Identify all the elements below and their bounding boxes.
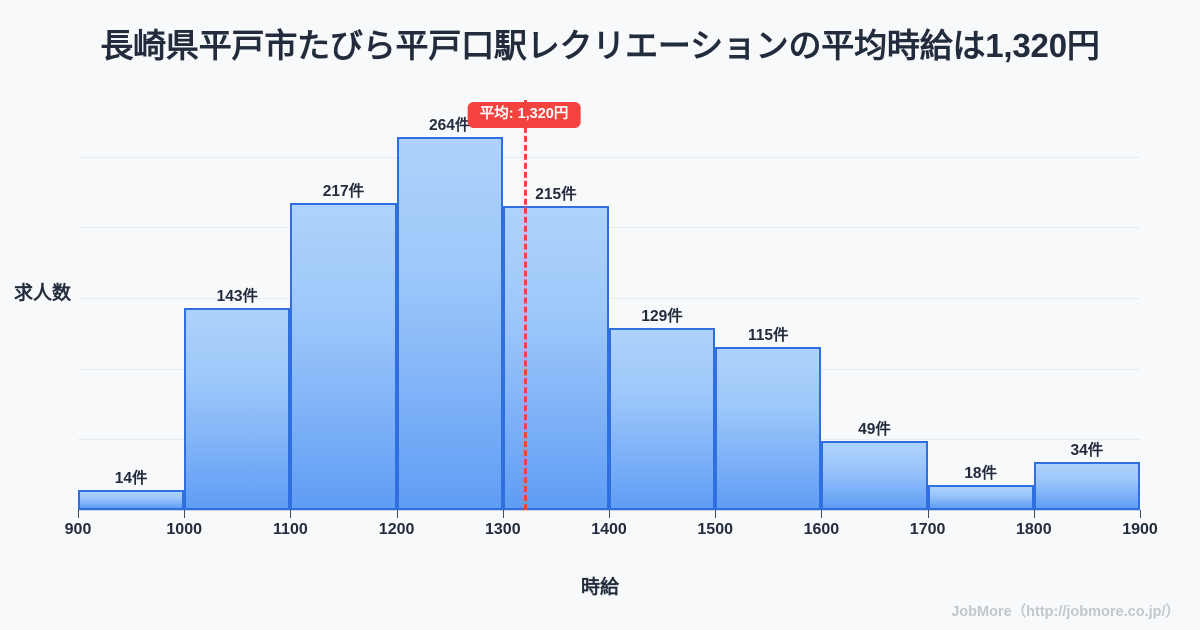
- bar-value-label: 34件: [1070, 441, 1104, 459]
- x-axis-tick-label: 1200: [378, 521, 415, 538]
- x-axis-tick-label: 1400: [591, 521, 627, 538]
- average-line: [524, 100, 528, 510]
- x-axis-tick: [1033, 510, 1035, 518]
- watermark: JobMore（http://jobmore.co.jp/）: [951, 604, 1180, 620]
- bar-value-label: 14件: [114, 470, 148, 488]
- x-axis-tick-label: 1500: [697, 521, 733, 538]
- bar[interactable]: [715, 347, 822, 510]
- bar[interactable]: [821, 440, 928, 510]
- bar[interactable]: [1033, 461, 1140, 510]
- bar-value-label: 215件: [535, 186, 577, 204]
- bar-value-label: 18件: [964, 464, 998, 482]
- gridline: [78, 156, 1140, 158]
- x-axis-tick: [821, 510, 823, 518]
- x-axis-tick: [927, 510, 929, 518]
- plot-area: 14件 143件 217件 264件 215件 129件 115件 49件 18件 34件: [78, 100, 1140, 510]
- bar[interactable]: [609, 327, 716, 510]
- bar[interactable]: [290, 203, 397, 510]
- bar-value-label: 217件: [322, 183, 365, 201]
- bar[interactable]: [396, 136, 503, 510]
- bar-series: 14件 143件 217件 264件 215件 129件 115件 49件 18件 34件: [78, 100, 1140, 510]
- x-axis-tick: [396, 510, 398, 518]
- gridline: [78, 227, 1140, 229]
- gridline: [78, 297, 1140, 299]
- x-axis-title: 時給: [580, 577, 619, 598]
- bar[interactable]: [927, 484, 1034, 510]
- bar[interactable]: [184, 307, 291, 510]
- x-axis-tick-label: 900: [64, 521, 92, 538]
- x-axis-tick: [1140, 510, 1141, 518]
- x-axis-tick-label: 1900: [1122, 521, 1158, 538]
- bar-value-label: 49件: [858, 420, 891, 438]
- x-axis-tick: [502, 510, 504, 518]
- x-axis-tick-label: 1300: [485, 521, 521, 538]
- average-badge: 平均: 1,320円: [467, 102, 581, 128]
- bar[interactable]: [78, 490, 185, 510]
- x-axis-tick-label: 1700: [909, 521, 946, 538]
- bar-value-label: 115件: [748, 327, 789, 345]
- x-axis-tick: [290, 510, 292, 518]
- x-axis-tick-label: 1000: [166, 521, 202, 538]
- x-axis-tick-label: 1800: [1016, 521, 1052, 538]
- bar-value-label: 129件: [641, 307, 683, 325]
- x-axis-tick: [715, 510, 717, 518]
- x-axis-tick-label: 1100: [273, 521, 308, 538]
- bar-value-label: 264件: [429, 116, 471, 134]
- x-axis-tick: [184, 510, 186, 518]
- x-axis-tick: [609, 510, 610, 518]
- bar-value-label: 143件: [216, 287, 258, 305]
- y-axis-title: 求人数: [14, 283, 72, 304]
- x-axis-tick: [78, 510, 79, 518]
- x-axis-tick-label: 1600: [803, 521, 840, 538]
- bar[interactable]: [502, 206, 609, 510]
- page-title: 長崎県平戸市たびら平戸口駅レクリエーションの平均時給は1,320円: [100, 27, 1100, 64]
